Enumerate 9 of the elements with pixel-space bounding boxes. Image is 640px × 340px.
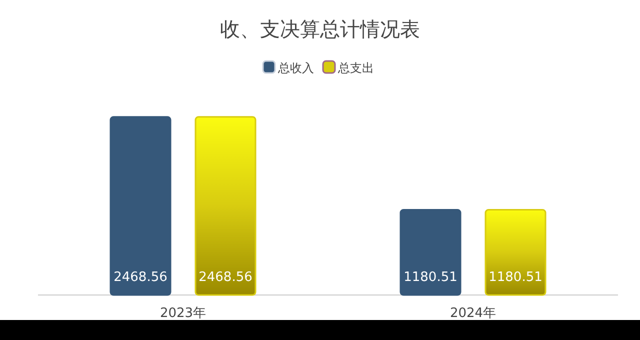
x-tick-label: 2024年 [450,306,496,321]
data-label: 1180.51 [404,270,458,285]
legend-label: 总收入 [277,61,314,75]
data-label: 2468.56 [114,270,168,285]
legend-label: 总支出 [337,61,374,75]
data-label: 2468.56 [198,270,252,285]
chart-title: 收、支决算总计情况表 [220,17,420,41]
x-tick-label: 2023年 [160,306,206,321]
data-label: 1180.51 [488,270,542,285]
